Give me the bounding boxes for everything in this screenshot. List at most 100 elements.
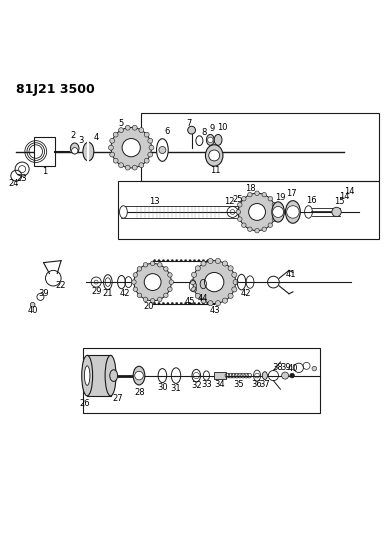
Circle shape xyxy=(211,260,213,262)
Text: 14: 14 xyxy=(344,187,355,196)
Circle shape xyxy=(222,261,228,266)
Text: 18: 18 xyxy=(245,184,255,193)
Text: 30: 30 xyxy=(157,383,168,392)
Circle shape xyxy=(158,260,160,262)
Circle shape xyxy=(207,260,209,262)
Text: 9: 9 xyxy=(209,125,215,133)
Circle shape xyxy=(192,287,197,292)
Circle shape xyxy=(255,191,259,196)
Text: 20: 20 xyxy=(143,302,154,311)
Circle shape xyxy=(202,260,204,262)
Circle shape xyxy=(290,373,294,378)
Text: 42: 42 xyxy=(119,289,130,298)
Text: 29: 29 xyxy=(91,287,101,296)
Ellipse shape xyxy=(214,134,222,146)
Circle shape xyxy=(135,372,143,380)
Bar xyxy=(118,181,378,239)
Circle shape xyxy=(153,260,156,262)
Circle shape xyxy=(110,138,115,143)
Circle shape xyxy=(282,372,289,379)
Circle shape xyxy=(272,203,276,207)
Circle shape xyxy=(176,260,178,262)
Circle shape xyxy=(268,223,273,228)
Text: 3: 3 xyxy=(78,136,83,145)
Circle shape xyxy=(228,293,233,298)
Ellipse shape xyxy=(83,142,94,161)
Circle shape xyxy=(109,145,113,150)
Text: 10: 10 xyxy=(217,123,227,132)
Circle shape xyxy=(193,302,196,305)
Circle shape xyxy=(113,132,118,137)
Circle shape xyxy=(144,132,149,137)
Circle shape xyxy=(137,293,142,297)
Text: 19: 19 xyxy=(275,192,286,201)
Text: 32: 32 xyxy=(191,381,202,390)
Ellipse shape xyxy=(134,263,171,301)
Text: 13: 13 xyxy=(149,197,160,206)
Circle shape xyxy=(185,260,187,262)
Circle shape xyxy=(158,297,162,302)
Circle shape xyxy=(30,302,35,307)
Circle shape xyxy=(268,197,273,201)
Circle shape xyxy=(180,260,182,262)
Circle shape xyxy=(185,302,187,305)
Circle shape xyxy=(118,163,124,168)
Circle shape xyxy=(132,165,137,170)
Text: 39: 39 xyxy=(38,289,49,298)
Circle shape xyxy=(180,302,182,305)
Bar xyxy=(87,356,111,396)
Circle shape xyxy=(171,302,174,305)
Circle shape xyxy=(201,261,206,266)
Circle shape xyxy=(236,209,240,214)
Text: 14: 14 xyxy=(339,192,350,201)
Ellipse shape xyxy=(205,145,223,166)
Circle shape xyxy=(163,293,168,297)
Circle shape xyxy=(139,128,144,133)
Circle shape xyxy=(248,192,252,197)
Circle shape xyxy=(148,138,152,143)
Circle shape xyxy=(189,302,191,305)
Circle shape xyxy=(176,302,178,305)
Circle shape xyxy=(167,260,169,262)
Ellipse shape xyxy=(272,202,284,222)
Circle shape xyxy=(232,272,237,277)
Text: 42: 42 xyxy=(241,289,251,298)
Circle shape xyxy=(163,266,168,271)
Text: 37: 37 xyxy=(260,379,270,389)
Circle shape xyxy=(110,152,115,157)
Bar xyxy=(34,137,55,166)
Text: 31: 31 xyxy=(171,384,181,393)
Text: 26: 26 xyxy=(79,399,90,408)
Circle shape xyxy=(113,158,118,163)
Circle shape xyxy=(162,302,165,305)
Circle shape xyxy=(189,260,191,262)
Text: 21: 21 xyxy=(102,289,113,298)
Ellipse shape xyxy=(262,372,267,379)
Text: 43: 43 xyxy=(210,305,220,314)
Circle shape xyxy=(190,279,196,285)
Circle shape xyxy=(198,302,200,305)
Circle shape xyxy=(273,206,283,217)
Circle shape xyxy=(168,287,172,292)
Circle shape xyxy=(242,223,246,228)
Circle shape xyxy=(209,150,220,161)
Circle shape xyxy=(195,266,200,271)
Ellipse shape xyxy=(82,356,93,396)
Circle shape xyxy=(232,287,237,292)
Ellipse shape xyxy=(156,139,168,161)
Text: 6: 6 xyxy=(165,127,170,136)
Circle shape xyxy=(169,280,174,284)
Circle shape xyxy=(202,302,204,305)
Circle shape xyxy=(287,206,299,218)
Text: 23: 23 xyxy=(17,174,27,183)
Ellipse shape xyxy=(120,206,127,218)
Circle shape xyxy=(158,302,160,305)
Text: 12: 12 xyxy=(224,197,235,206)
Circle shape xyxy=(332,207,341,216)
Text: 28: 28 xyxy=(135,388,145,397)
Bar xyxy=(141,112,378,181)
Text: 39: 39 xyxy=(280,364,291,372)
Circle shape xyxy=(192,272,197,277)
Text: 4: 4 xyxy=(93,133,99,142)
Circle shape xyxy=(144,273,161,290)
